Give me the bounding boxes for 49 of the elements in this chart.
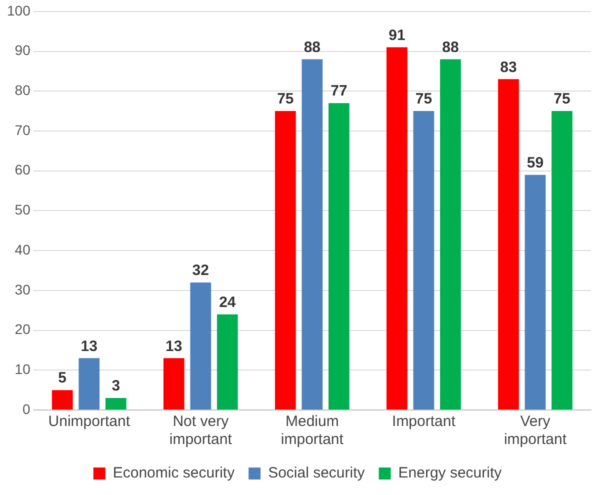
x-tick-label: Important [392, 413, 456, 430]
bar [440, 59, 461, 410]
y-tick-label: 20 [14, 321, 31, 338]
bar [328, 103, 350, 410]
bar [524, 174, 546, 410]
y-tick-label: 60 [14, 162, 31, 178]
x-tick-label: Medium important [280, 413, 344, 448]
bar [78, 358, 100, 410]
legend-label: Energy security [398, 464, 502, 482]
data-label: 75 [554, 90, 570, 108]
data-label: 5 [58, 370, 67, 387]
y-tick-label: 40 [14, 241, 31, 258]
legend-label: Social security [268, 464, 366, 482]
legend-label: Economic security [112, 464, 236, 482]
data-label: 88 [442, 38, 459, 56]
data-label: 75 [415, 90, 432, 108]
y-tick-label: 50 [14, 202, 31, 218]
bar [190, 282, 212, 410]
bar [552, 111, 572, 410]
data-label: 59 [526, 154, 544, 172]
data-label: 32 [192, 262, 209, 280]
x-tick-label: Unimportant [48, 413, 131, 430]
bar [216, 314, 238, 410]
x-tick-label: Very important [504, 413, 568, 448]
data-label: 77 [330, 82, 348, 100]
bar [52, 390, 73, 410]
y-tick-label: 90 [14, 42, 31, 58]
x-tick-label: Not very important [169, 413, 233, 448]
bar [498, 79, 519, 410]
bar [302, 59, 323, 410]
data-label: 91 [388, 26, 406, 44]
y-tick-label: 10 [14, 361, 31, 377]
y-tick-label: 80 [14, 82, 31, 98]
data-label: 75 [277, 90, 294, 108]
bar [413, 111, 434, 410]
data-label: 83 [500, 58, 517, 76]
data-label: 13 [166, 338, 182, 355]
data-label: 3 [112, 378, 120, 395]
y-tick-label: 0 [22, 400, 31, 417]
data-label: 13 [80, 338, 98, 355]
data-label: 88 [304, 38, 321, 56]
bar [386, 47, 408, 410]
data-label: 24 [219, 294, 236, 311]
bar [163, 358, 184, 410]
bar [274, 111, 296, 410]
y-tick-label: 70 [14, 122, 31, 138]
bar [105, 398, 126, 410]
y-tick-label: 30 [14, 281, 31, 298]
y-tick-label: 100 [7, 2, 31, 18]
